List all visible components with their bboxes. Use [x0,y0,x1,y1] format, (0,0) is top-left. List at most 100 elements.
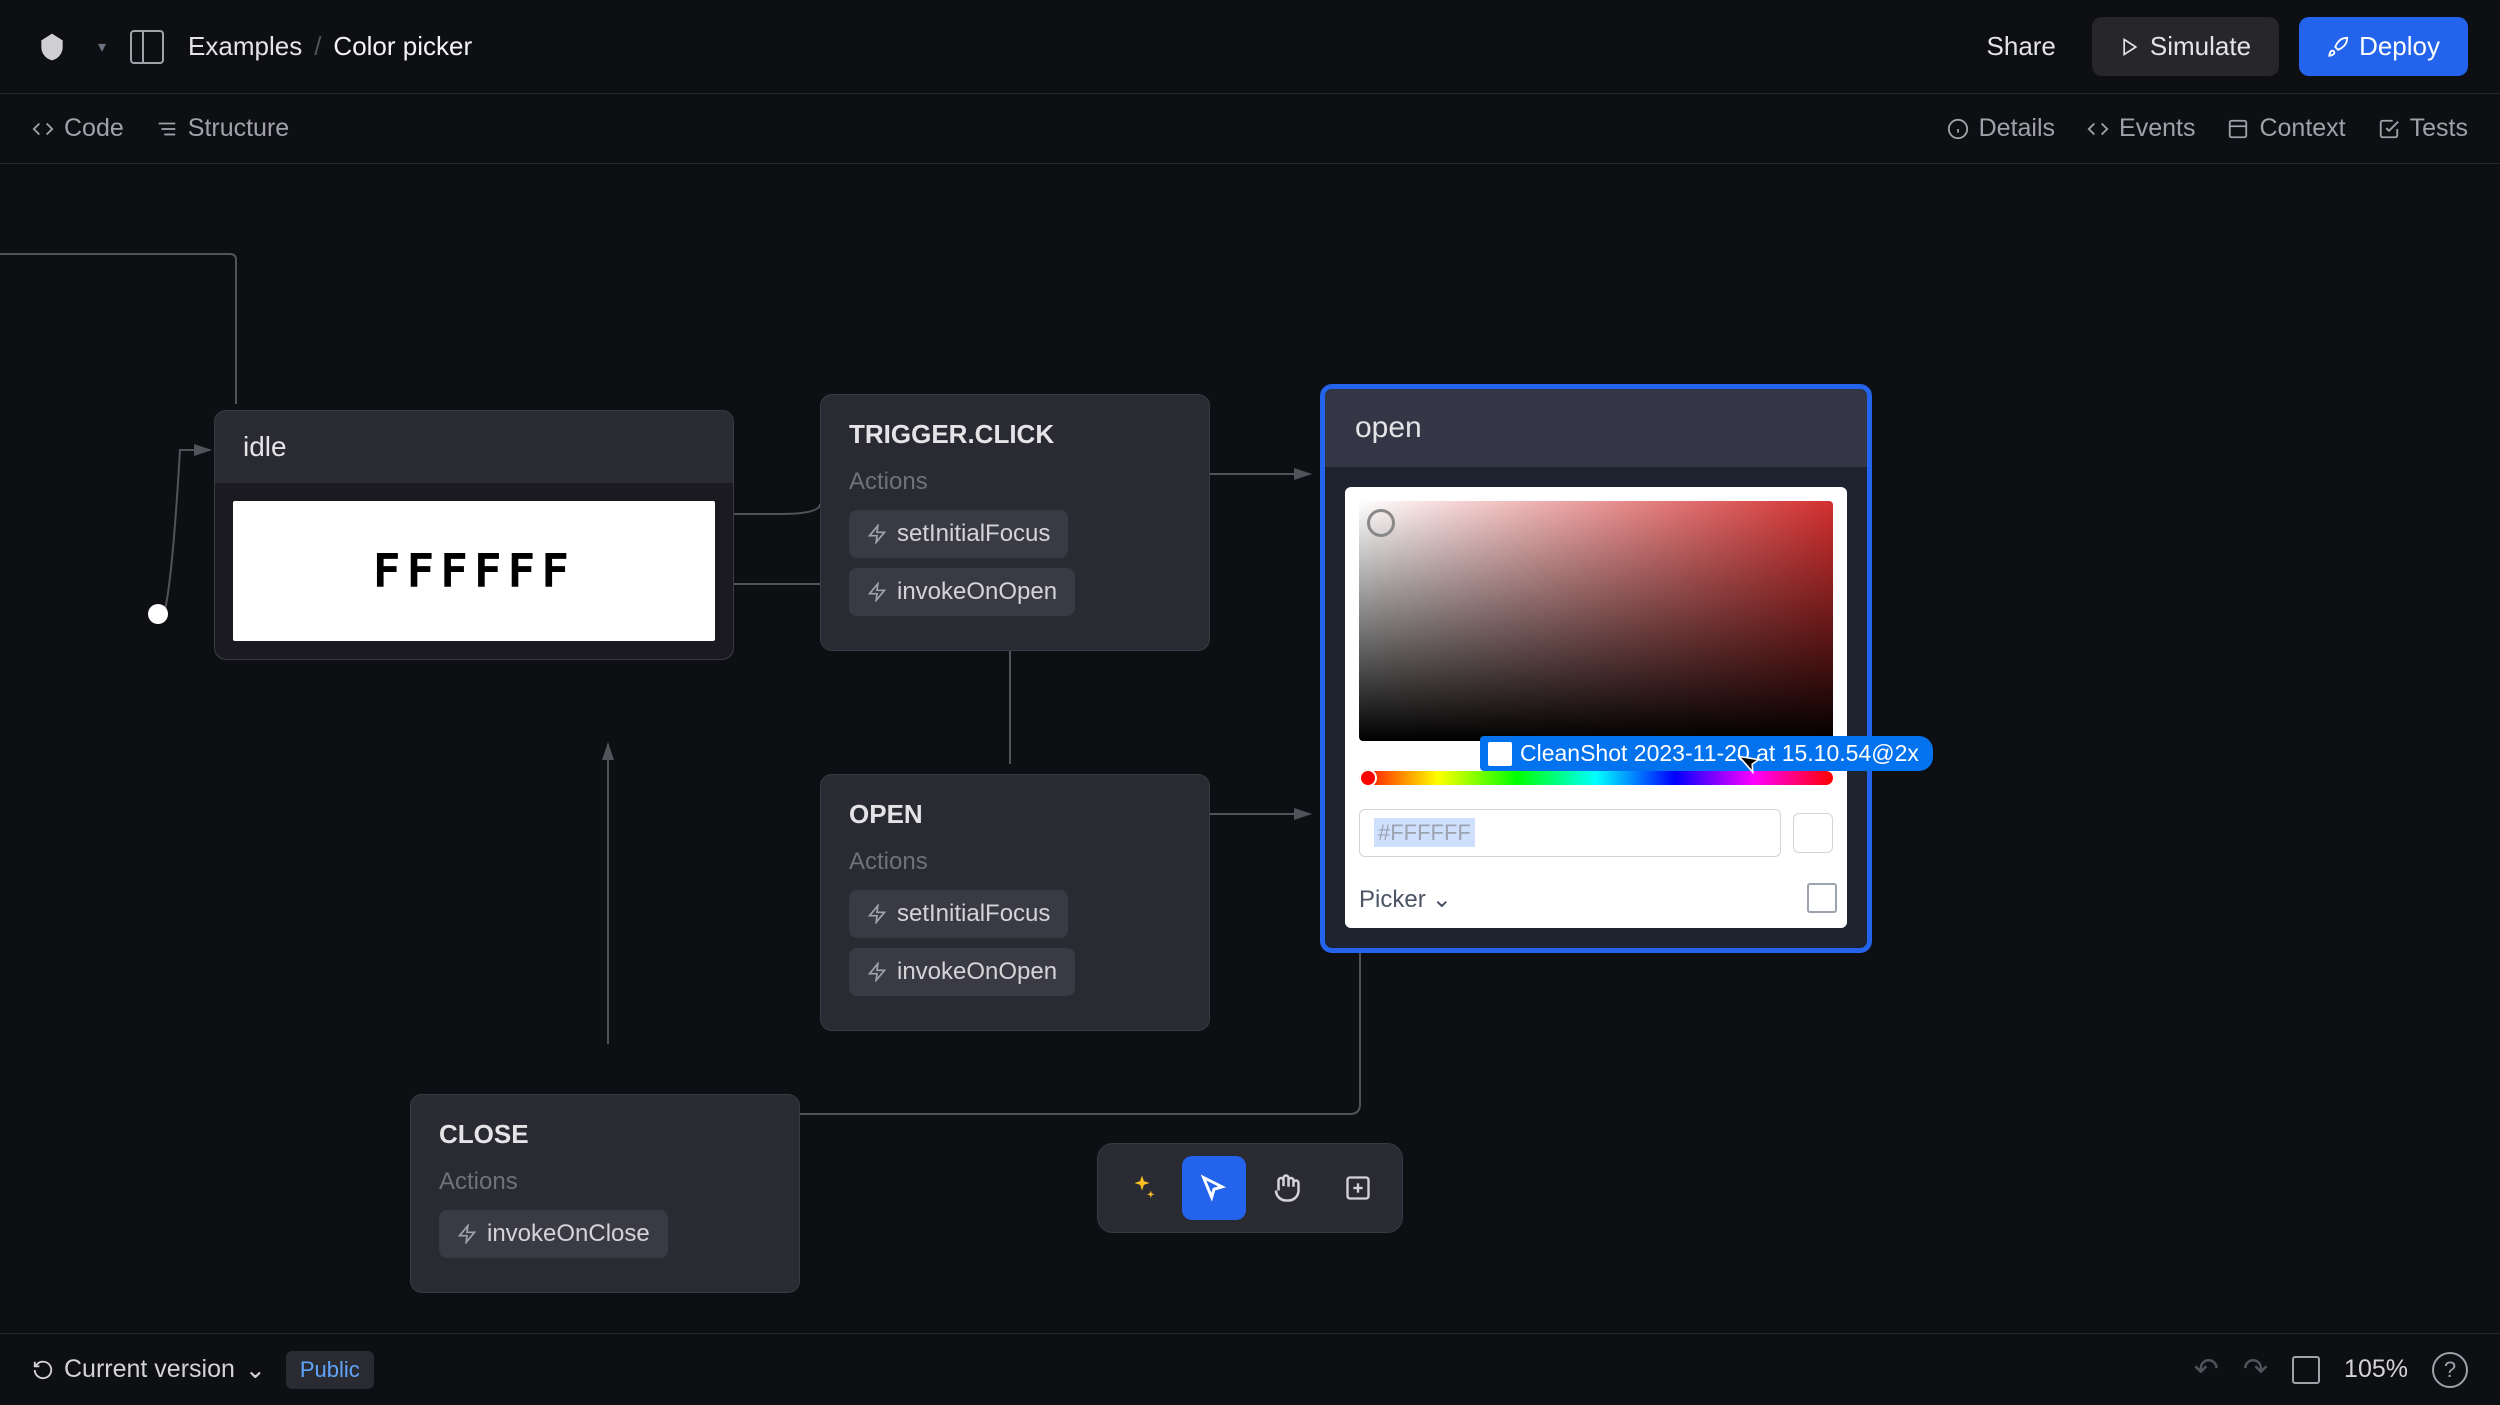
idle-hex-text: FFFFFF [373,544,575,598]
copy-icon[interactable] [1807,887,1833,913]
saturation-lightness-area[interactable] [1359,501,1833,741]
subnav-context[interactable]: Context [2227,114,2345,143]
chevron-down-icon: ⌄ [1432,885,1452,914]
breadcrumb-current: Color picker [333,31,472,62]
transition-open[interactable]: OPEN Actions setInitialFocus invokeOnOpe… [820,774,1210,1031]
ai-tool-button[interactable] [1110,1156,1174,1220]
deploy-button[interactable]: Deploy [2299,17,2468,76]
color-picker-panel: #FFFFFF Picker ⌄ [1345,487,1847,928]
add-tool-button[interactable] [1326,1156,1390,1220]
version-dropdown[interactable]: Current version ⌄ [32,1355,266,1385]
subnav-tests-label: Tests [2410,114,2468,143]
action-label: setInitialFocus [897,520,1050,548]
state-idle-header: idle [215,411,733,483]
state-open[interactable]: open #FFFFFF Picker ⌄ [1320,384,1872,953]
version-label: Current version [64,1355,235,1384]
select-tool-button[interactable] [1182,1156,1246,1220]
subnav-details-label: Details [1979,114,2055,143]
subnav-structure-label: Structure [188,114,289,143]
breadcrumb-separator: / [314,31,321,62]
deploy-label: Deploy [2359,31,2440,62]
help-button[interactable]: ? [2432,1352,2468,1388]
subnav-code-label: Code [64,114,124,143]
actions-label: Actions [439,1168,771,1196]
picker-footer: Picker ⌄ [1359,879,1833,914]
action-label: setInitialFocus [897,900,1050,928]
image-file-icon: 🖼 [1488,742,1512,766]
subnav-tests[interactable]: Tests [2378,114,2468,143]
breadcrumb-parent[interactable]: Examples [188,31,302,62]
breadcrumb: Examples / Color picker [188,31,472,62]
bolt-icon [867,962,887,982]
color-swatch [1793,813,1833,853]
subnav: Code Structure Details Events Context Te… [0,94,2500,164]
history-icon [32,1359,54,1381]
picker-mode-dropdown[interactable]: Picker ⌄ [1359,885,1452,914]
fullscreen-icon[interactable] [2292,1356,2320,1384]
bottombar: Current version ⌄ Public ↶ ↷ 105% ? [0,1333,2500,1405]
pan-tool-button[interactable] [1254,1156,1318,1220]
state-open-header: open [1325,389,1867,467]
action-list: invokeOnClose [439,1210,771,1268]
action-label: invokeOnClose [487,1220,650,1248]
topbar-right: Share Simulate Deploy [1971,17,2468,76]
action-list: setInitialFocus invokeOnOpen [849,890,1181,1006]
annotation-text: CleanShot 2023-11-20 at 15.10.54@2x [1520,740,1919,767]
panel-toggle-icon[interactable] [130,30,164,64]
subnav-events-label: Events [2119,114,2195,143]
hex-input-row: #FFFFFF [1359,809,1833,857]
hex-input-value: #FFFFFF [1374,818,1475,847]
visibility-badge: Public [286,1351,374,1389]
simulate-button[interactable]: Simulate [2092,17,2279,76]
hex-input[interactable]: #FFFFFF [1359,809,1781,857]
app-logo[interactable] [32,27,72,67]
action-chip[interactable]: invokeOnOpen [849,948,1075,996]
action-list: setInitialFocus invokeOnOpen [849,510,1181,626]
subnav-details[interactable]: Details [1947,114,2055,143]
action-chip[interactable]: invokeOnClose [439,1210,668,1258]
logo-chevron-icon[interactable]: ▾ [98,37,106,57]
info-icon [1947,118,1969,140]
subnav-structure[interactable]: Structure [156,114,289,143]
action-chip[interactable]: setInitialFocus [849,890,1068,938]
simulate-label: Simulate [2150,31,2251,62]
hue-handle[interactable] [1359,769,1377,787]
events-icon [2087,118,2109,140]
picker-mode-label: Picker [1359,886,1426,914]
play-icon [2120,37,2140,57]
canvas[interactable]: idle FFFFFF open #FFFFFF [0,164,2500,1333]
bolt-icon [867,524,887,544]
state-idle-body: FFFFFF [215,483,733,659]
share-button[interactable]: Share [1971,21,2072,72]
sl-handle[interactable] [1367,509,1395,537]
actions-label: Actions [849,468,1181,496]
transition-title: CLOSE [439,1119,771,1150]
canvas-toolbar [1097,1143,1403,1233]
file-annotation-label: 🖼 CleanShot 2023-11-20 at 15.10.54@2x [1480,736,1933,771]
actions-label: Actions [849,848,1181,876]
rocket-icon [2327,36,2349,58]
bolt-icon [457,1224,477,1244]
bolt-icon [867,904,887,924]
transition-close[interactable]: CLOSE Actions invokeOnClose [410,1094,800,1293]
idle-preview-panel: FFFFFF [233,501,715,641]
state-idle[interactable]: idle FFFFFF [214,410,734,660]
subnav-code[interactable]: Code [32,114,124,143]
redo-button[interactable]: ↷ [2243,1352,2268,1387]
tests-icon [2378,118,2400,140]
context-icon [2227,118,2249,140]
bolt-icon [867,582,887,602]
zoom-level[interactable]: 105% [2344,1355,2408,1384]
code-icon [32,118,54,140]
action-chip[interactable]: invokeOnOpen [849,568,1075,616]
state-open-body: #FFFFFF Picker ⌄ [1325,467,1867,948]
action-label: invokeOnOpen [897,958,1057,986]
topbar: ▾ Examples / Color picker Share Simulate… [0,0,2500,94]
subnav-events[interactable]: Events [2087,114,2195,143]
transition-trigger-click[interactable]: TRIGGER.CLICK Actions setInitialFocus in… [820,394,1210,651]
transition-title: TRIGGER.CLICK [849,419,1181,450]
subnav-right: Details Events Context Tests [1947,114,2468,143]
transition-title: OPEN [849,799,1181,830]
undo-button[interactable]: ↶ [2194,1352,2219,1387]
action-chip[interactable]: setInitialFocus [849,510,1068,558]
